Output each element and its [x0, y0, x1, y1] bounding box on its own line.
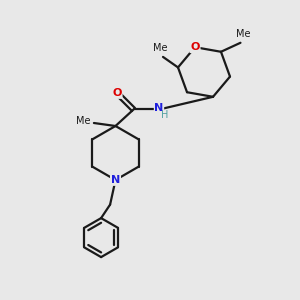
Text: Me: Me [236, 29, 251, 39]
Text: N: N [154, 103, 164, 113]
Text: N: N [111, 175, 120, 185]
Text: Me: Me [153, 43, 167, 53]
Text: O: O [190, 42, 200, 52]
Text: O: O [112, 88, 122, 98]
Text: Me: Me [76, 116, 90, 127]
Text: H: H [161, 110, 168, 121]
